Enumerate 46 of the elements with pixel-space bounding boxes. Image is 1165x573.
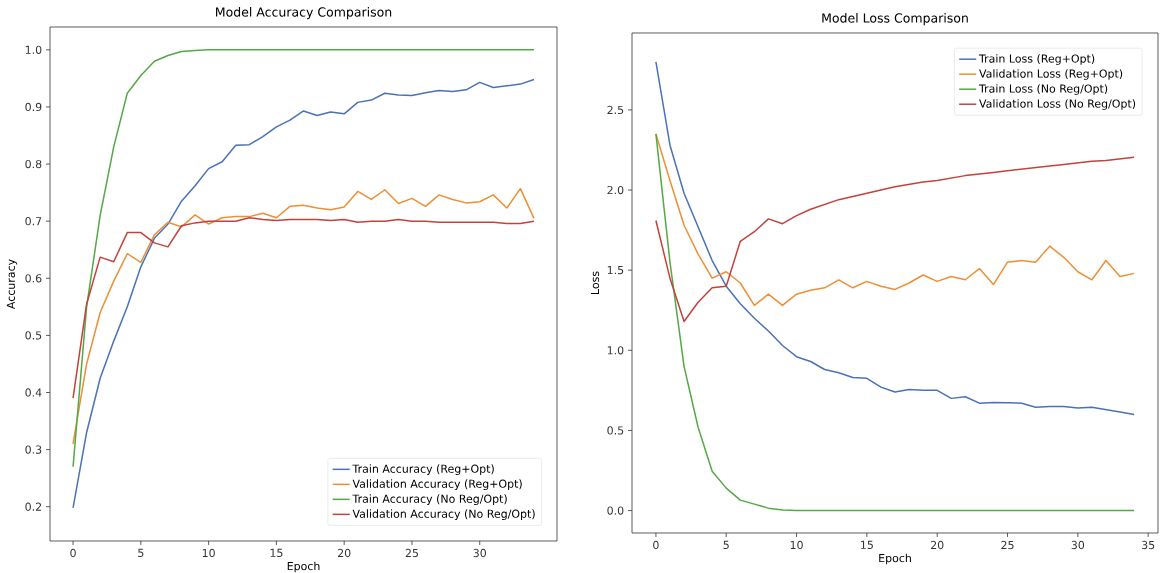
x-tick-label: 10 <box>790 540 803 550</box>
y-tick-label: 0.5 <box>607 426 624 435</box>
legend-label: Train Loss (Reg+Opt) <box>978 54 1095 65</box>
line-series <box>72 187 535 445</box>
x-tick-label: 25 <box>1001 540 1014 550</box>
y-tick-label: 0.2 <box>25 502 42 511</box>
y-tick-label: 0.5 <box>25 331 42 340</box>
chart-title: Model Accuracy Comparison <box>216 7 392 20</box>
legend-label: Validation Loss (Reg+Opt) <box>979 69 1123 80</box>
y-tick-label: 1.5 <box>607 266 624 275</box>
x-tick-label: 5 <box>138 548 144 558</box>
y-tick-label: 0.4 <box>25 388 42 397</box>
y-tick-label: 0.0 <box>607 506 624 515</box>
x-tick-label: 0 <box>653 540 659 550</box>
x-tick-label: 20 <box>930 540 944 550</box>
legend-label: Train Accuracy (Reg+Opt) <box>352 464 494 475</box>
x-axis-title: Epoch <box>879 553 911 565</box>
x-tick-label: 25 <box>405 548 418 558</box>
y-tick-label: 0.9 <box>25 102 42 112</box>
legend-label: Train Loss (No Reg/Opt) <box>978 84 1108 95</box>
y-tick-label: 0.8 <box>25 159 42 169</box>
y-tick-label: 0.3 <box>25 445 42 454</box>
x-tick-label: 20 <box>337 548 351 558</box>
x-axis-title: Epoch <box>287 561 320 573</box>
x-tick-label: 10 <box>202 548 215 558</box>
x-tick-label: 30 <box>473 548 486 558</box>
y-tick-label: 2.0 <box>607 185 624 195</box>
chart-title: Model Loss Comparison <box>822 13 968 26</box>
legend-label: Validation Loss (No Reg/Opt) <box>979 99 1136 110</box>
y-tick-label: 0.7 <box>25 217 42 226</box>
y-axis-title: Accuracy <box>6 259 18 310</box>
legend-label: Train Accuracy (No Reg/Opt) <box>352 494 507 505</box>
y-axis-title: Loss <box>590 271 600 294</box>
x-tick-label: 15 <box>861 540 873 550</box>
legend-label: Validation Accuracy (Reg+Opt) <box>352 479 522 490</box>
y-tick-label: 0.6 <box>25 274 42 283</box>
line-series <box>72 78 535 509</box>
legend-label: Validation Accuracy (No Reg/Opt) <box>352 509 535 521</box>
y-tick-label: 2.5 <box>607 105 624 115</box>
y-tick-label: 1.0 <box>25 45 42 54</box>
x-tick-label: 30 <box>1071 540 1085 550</box>
x-tick-label: 15 <box>270 548 283 558</box>
x-tick-label: 5 <box>723 540 729 550</box>
y-tick-label: 1.0 <box>607 346 624 355</box>
x-tick-label: 35 <box>1141 540 1155 550</box>
x-tick-label: 0 <box>70 548 76 558</box>
